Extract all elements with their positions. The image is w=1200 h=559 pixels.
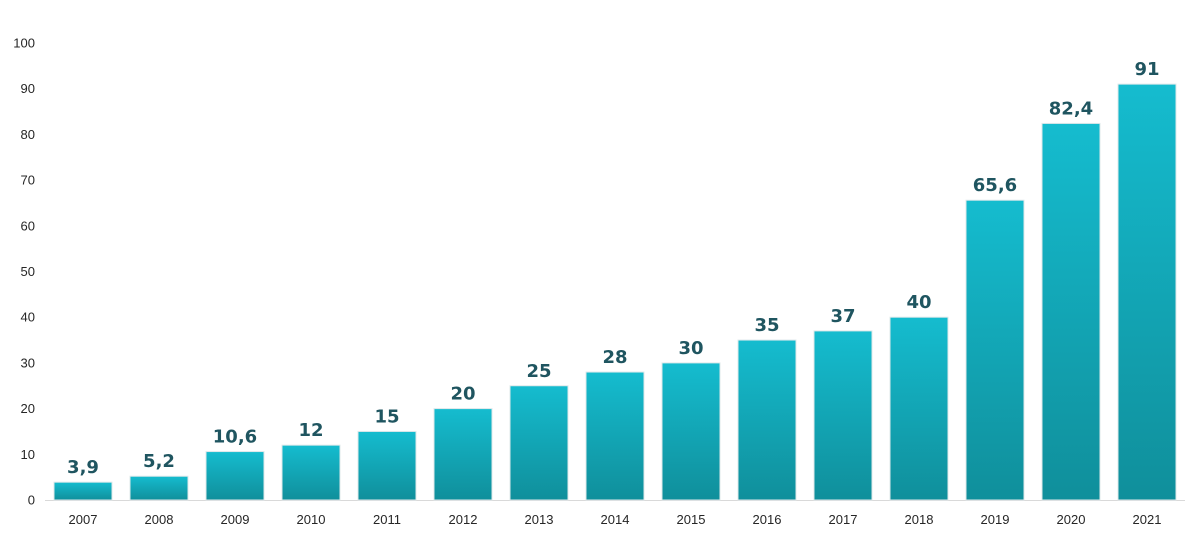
data-label-2017: 37 [830, 306, 855, 327]
y-tick-label: 70 [21, 173, 35, 188]
bar-2011 [357, 430, 417, 501]
data-label-2018: 40 [906, 292, 931, 313]
data-label-2009: 10,6 [213, 427, 257, 448]
x-tick-label-2017: 2017 [829, 512, 858, 527]
x-tick-label-2021: 2021 [1133, 512, 1162, 527]
data-label-2020: 82,4 [1049, 98, 1093, 119]
data-label-2015: 30 [678, 338, 703, 359]
bar-2020 [1041, 122, 1101, 501]
data-label-2007: 3,9 [67, 457, 99, 478]
data-label-2013: 25 [526, 361, 551, 382]
y-tick-label: 90 [21, 81, 35, 96]
bar-2018 [889, 316, 949, 501]
x-tick-label-2007: 2007 [69, 512, 98, 527]
bar-2015 [661, 362, 721, 501]
data-label-2021: 91 [1134, 59, 1159, 80]
x-tick-label-2014: 2014 [601, 512, 630, 527]
x-tick-label-2019: 2019 [981, 512, 1010, 527]
data-labels-group: 3,9 5,2 10,6 12 15 20 25 28 30 35 37 40 65,6 82,4 91 [67, 59, 1159, 478]
x-tick-label-2015: 2015 [677, 512, 706, 527]
y-tick-label: 60 [21, 218, 35, 233]
data-label-2019: 65,6 [973, 175, 1017, 196]
bar-2007 [53, 481, 113, 501]
y-tick-label: 100 [13, 36, 35, 51]
bar-2014 [585, 371, 645, 501]
bars-group [53, 83, 1177, 501]
bar-2019 [965, 199, 1025, 501]
x-axis-tick-labels: 2007 2008 2009 2010 2011 2012 2013 2014 2015 2016… [69, 512, 1162, 527]
bar-2008 [129, 475, 189, 501]
y-tick-label: 0 [28, 493, 35, 508]
bar-2009 [205, 451, 265, 501]
data-label-2016: 35 [754, 315, 779, 336]
y-tick-label: 20 [21, 401, 35, 416]
bar-2021 [1117, 83, 1177, 501]
x-tick-label-2011: 2011 [373, 512, 401, 527]
data-label-2011: 15 [374, 406, 399, 427]
y-axis-tick-labels: 0 10 20 30 40 50 60 70 80 90 100 [13, 36, 35, 508]
y-tick-label: 30 [21, 355, 35, 370]
bar-2016 [737, 339, 797, 501]
data-label-2014: 28 [602, 347, 627, 368]
bar-2013 [509, 385, 569, 501]
y-tick-label: 40 [21, 310, 35, 325]
data-label-2008: 5,2 [143, 451, 175, 472]
bar-2017 [813, 330, 873, 501]
data-label-2010: 12 [298, 420, 323, 441]
x-tick-label-2012: 2012 [449, 512, 478, 527]
x-tick-label-2010: 2010 [297, 512, 326, 527]
x-tick-label-2013: 2013 [525, 512, 554, 527]
x-tick-label-2018: 2018 [905, 512, 934, 527]
bar-2012 [433, 408, 493, 501]
x-tick-label-2009: 2009 [221, 512, 250, 527]
data-label-2012: 20 [450, 384, 475, 405]
x-tick-label-2008: 2008 [145, 512, 174, 527]
y-tick-label: 80 [21, 127, 35, 142]
bar-2010 [281, 444, 341, 501]
y-tick-label: 50 [21, 264, 35, 279]
x-tick-label-2016: 2016 [753, 512, 782, 527]
y-tick-label: 10 [21, 447, 35, 462]
x-tick-label-2020: 2020 [1057, 512, 1086, 527]
